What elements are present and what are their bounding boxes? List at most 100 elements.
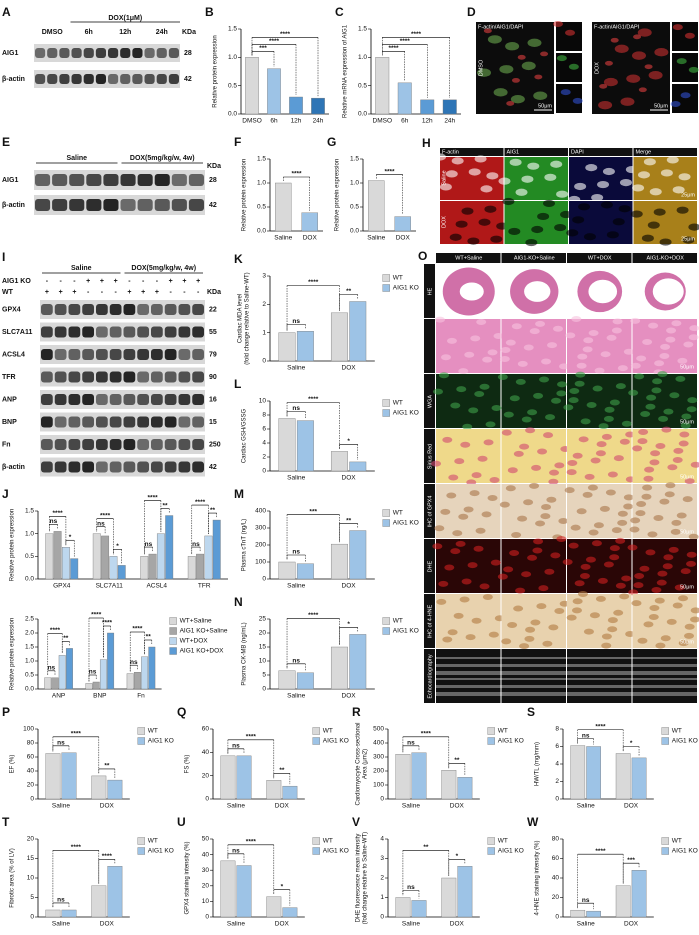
texture: [647, 531, 658, 538]
y-tick-label: 0: [205, 914, 209, 921]
y-axis-label: Cardiomyocyte Cross-sectional: [356, 722, 362, 805]
y-axis-label: (fold change relative to Saline-WT): [245, 272, 251, 364]
bar: [368, 180, 385, 232]
texture: [572, 598, 583, 605]
significance: ns: [292, 318, 300, 325]
texture: [610, 37, 619, 43]
texture: [553, 325, 564, 332]
texture: [564, 487, 575, 494]
blot-band: [151, 416, 163, 428]
texture: [598, 100, 613, 110]
texture: [523, 344, 534, 351]
legend-label: AIG1 KO: [323, 738, 349, 745]
texture: [577, 353, 588, 360]
y-tick-label: 0: [262, 686, 266, 693]
y-tick-label: 0.0: [25, 686, 34, 693]
texture: [663, 554, 674, 561]
bar: [53, 531, 62, 580]
blot-row-label: β-actin: [2, 76, 25, 83]
y-tick-label: 80: [552, 836, 560, 843]
blot-band: [151, 304, 163, 315]
texture: [678, 440, 689, 447]
legend-swatch: [661, 727, 669, 735]
bar: [296, 420, 314, 472]
texture: [672, 602, 683, 609]
texture: [541, 358, 552, 365]
micrograph: [501, 484, 566, 538]
texture: [659, 498, 670, 505]
texture: [501, 429, 512, 436]
column-label: WT+DOX: [588, 255, 612, 261]
texture: [507, 467, 518, 474]
bar: [58, 655, 66, 690]
blot-band: [82, 394, 94, 405]
header-strip: [567, 253, 632, 263]
panel-letter: U: [177, 815, 186, 829]
significance: ****: [308, 396, 319, 403]
texture: [466, 479, 477, 486]
genotype-label: AIG1 KO: [2, 278, 31, 285]
texture: [532, 547, 543, 554]
y-tick-label: 15: [259, 644, 267, 651]
significance: **: [163, 502, 169, 509]
texture: [548, 624, 559, 631]
scale-label: 25μm: [681, 236, 695, 242]
blot-band: [137, 371, 149, 383]
texture: [603, 415, 614, 422]
texture: [683, 341, 694, 348]
column-label: AIG1: [507, 149, 520, 155]
blot-kda: 250: [209, 441, 221, 448]
blot-band: [41, 371, 53, 383]
bar: [61, 547, 70, 580]
texture: [617, 510, 628, 517]
blot-band: [69, 174, 85, 186]
y-tick-label: 1.0: [257, 180, 266, 187]
blot-band: [52, 199, 68, 211]
texture: [660, 635, 671, 642]
legend-swatch: [382, 409, 390, 417]
texture: [666, 156, 679, 164]
texture: [490, 235, 503, 243]
panel-letter: C: [335, 5, 344, 19]
genotype-sign: +: [59, 289, 63, 296]
y-tick-label: 5: [262, 672, 266, 679]
y-tick-label: 60: [202, 726, 210, 733]
blot-band: [123, 326, 136, 338]
blot-band: [109, 304, 122, 315]
texture: [474, 391, 485, 398]
y-tick-label: 2.5: [25, 616, 34, 623]
texture: [490, 559, 501, 566]
y-tick-label: 20: [202, 772, 210, 779]
texture: [609, 545, 620, 552]
blot-band: [108, 48, 119, 58]
texture: [654, 597, 665, 604]
texture: [606, 231, 619, 239]
blot-band: [109, 439, 122, 450]
micrograph: [567, 319, 632, 373]
texture: [521, 175, 534, 183]
panel-letter: P: [2, 705, 10, 719]
texture: [661, 426, 672, 433]
blot-kda: 28: [184, 50, 192, 57]
texture: [615, 383, 626, 390]
x-tick-label: Saline: [577, 921, 595, 928]
blot-band: [82, 461, 94, 473]
y-axis-label: Relative protein expression: [10, 509, 16, 581]
texture: [609, 554, 620, 561]
texture: [446, 337, 457, 344]
legend-swatch: [487, 727, 495, 735]
texture: [463, 506, 474, 513]
row-label: HE: [427, 287, 433, 295]
blot-band: [137, 416, 149, 428]
echo-band: [567, 678, 632, 680]
texture: [447, 629, 458, 636]
texture: [600, 201, 613, 209]
texture: [436, 598, 447, 605]
blot-band: [83, 48, 94, 58]
texture: [617, 519, 628, 526]
echo-band: [632, 692, 697, 696]
blot-unit: KDa: [207, 289, 221, 296]
bar: [107, 866, 123, 918]
texture: [576, 508, 587, 515]
blot-band: [54, 461, 67, 473]
